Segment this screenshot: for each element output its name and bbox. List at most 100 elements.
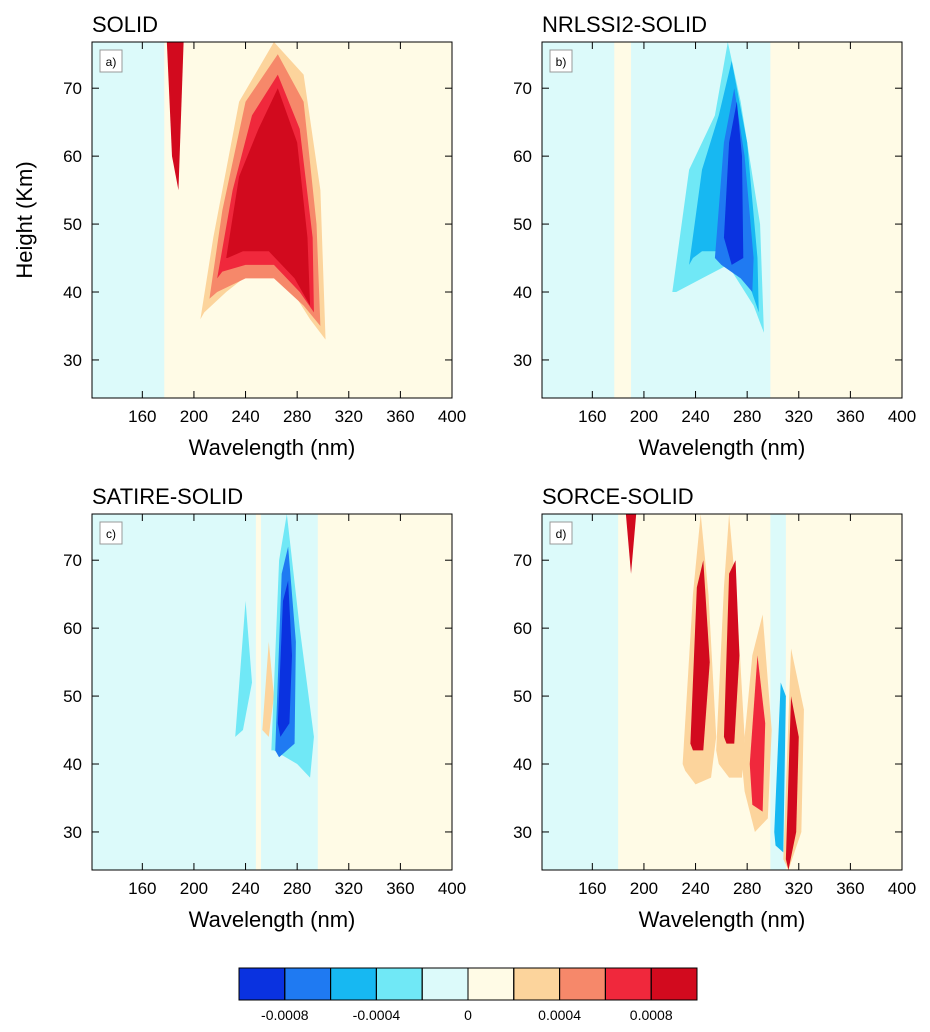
contour-region — [625, 514, 637, 574]
x-tick-label: 200 — [630, 407, 658, 426]
contour-region — [723, 560, 740, 744]
colorbar-tick-label: 0.0004 — [538, 1007, 581, 1023]
x-tick-label: 160 — [578, 407, 606, 426]
x-tick-label: 160 — [128, 879, 156, 898]
colorbar-swatch — [330, 967, 377, 1001]
x-tick-label: 400 — [438, 407, 466, 426]
contour-region — [92, 514, 256, 870]
x-tick-label: 200 — [180, 407, 208, 426]
x-tick-label: 360 — [836, 879, 864, 898]
contour-region — [774, 682, 786, 853]
colorbar-swatch — [421, 967, 469, 1001]
y-tick-label: 70 — [63, 551, 82, 570]
y-tick-label: 30 — [63, 823, 82, 842]
plot-area — [92, 42, 452, 398]
y-tick-label: 40 — [63, 283, 82, 302]
y-tick-label: 60 — [63, 619, 82, 638]
colorbar-tick-label: 0 — [464, 1007, 472, 1023]
panel-title: SATIRE-SOLID — [92, 484, 243, 509]
x-tick-label: 160 — [578, 879, 606, 898]
x-axis-label: Wavelength (nm) — [189, 907, 356, 932]
y-tick-label: 70 — [63, 79, 82, 98]
x-tick-label: 360 — [386, 407, 414, 426]
y-tick-label: 60 — [513, 147, 532, 166]
x-tick-label: 240 — [681, 879, 709, 898]
y-tick-label: 30 — [513, 351, 532, 370]
x-tick-label: 400 — [438, 879, 466, 898]
panel-title: SOLID — [92, 12, 158, 37]
contour-region — [262, 641, 274, 737]
x-axis-label: Wavelength (nm) — [189, 435, 356, 460]
plot-area — [542, 42, 902, 398]
y-tick-label: 40 — [513, 283, 532, 302]
contour-region — [542, 514, 619, 870]
panel-label: a) — [106, 55, 117, 69]
panel-label-box — [99, 521, 123, 545]
colorbar-swatch — [604, 967, 652, 1001]
x-tick-label: 320 — [785, 407, 813, 426]
contour-region — [690, 560, 710, 751]
x-tick-label: 280 — [283, 879, 311, 898]
colorbar-swatch — [513, 967, 561, 1001]
y-axis-label: Height (Km) — [12, 161, 37, 278]
panel-label-box — [549, 521, 573, 545]
x-tick-label: 240 — [231, 407, 259, 426]
x-tick-label: 400 — [888, 407, 916, 426]
y-tick-label: 50 — [63, 215, 82, 234]
y-tick-label: 30 — [63, 351, 82, 370]
colorbar-swatch — [375, 967, 423, 1001]
y-tick-label: 50 — [63, 687, 82, 706]
y-tick-label: 50 — [513, 215, 532, 234]
panel-label-box — [99, 49, 123, 73]
x-axis-label: Wavelength (nm) — [639, 435, 806, 460]
panel-label: c) — [106, 527, 116, 541]
contour-region — [226, 88, 311, 306]
x-tick-label: 320 — [785, 879, 813, 898]
plot-area — [92, 514, 452, 870]
contour-region — [749, 655, 766, 812]
colorbar-swatch — [238, 967, 286, 1001]
colorbar-swatch — [559, 967, 606, 1001]
colorbar-swatch — [284, 967, 332, 1001]
x-tick-label: 160 — [128, 407, 156, 426]
y-tick-label: 40 — [513, 755, 532, 774]
x-tick-label: 240 — [231, 879, 259, 898]
colorbar-tick-label: 0.0008 — [630, 1007, 673, 1023]
x-tick-label: 280 — [283, 407, 311, 426]
y-tick-label: 30 — [513, 823, 532, 842]
x-tick-label: 400 — [888, 879, 916, 898]
contour-region — [542, 42, 615, 398]
panel-title: NRLSSI2-SOLID — [542, 12, 707, 37]
plot-frame — [541, 41, 903, 399]
x-tick-label: 360 — [836, 407, 864, 426]
x-tick-label: 240 — [681, 407, 709, 426]
contour-region — [166, 42, 184, 191]
plot-frame — [541, 513, 903, 871]
panel-label-box — [549, 49, 573, 73]
plot-frame — [91, 41, 453, 399]
y-tick-label: 50 — [513, 687, 532, 706]
y-tick-label: 60 — [513, 619, 532, 638]
colorbar-swatch — [467, 967, 515, 1001]
x-tick-label: 320 — [335, 879, 363, 898]
panel-label: d) — [556, 527, 567, 541]
colorbar-tick-label: -0.0004 — [353, 1007, 401, 1023]
x-tick-label: 360 — [386, 879, 414, 898]
y-tick-label: 60 — [63, 147, 82, 166]
x-tick-label: 280 — [733, 407, 761, 426]
y-tick-label: 40 — [63, 755, 82, 774]
colorbar-tick-label: -0.0008 — [261, 1007, 309, 1023]
x-axis-label: Wavelength (nm) — [639, 907, 806, 932]
x-tick-label: 320 — [335, 407, 363, 426]
plot-area — [542, 514, 902, 870]
contour-region — [785, 696, 799, 870]
plot-frame — [91, 513, 453, 871]
y-tick-label: 70 — [513, 551, 532, 570]
colorbar-swatch — [650, 967, 698, 1001]
x-tick-label: 200 — [630, 879, 658, 898]
panel-label: b) — [556, 55, 567, 69]
contour-region — [235, 600, 252, 737]
contour-region — [723, 101, 744, 265]
contour-region — [277, 580, 292, 737]
